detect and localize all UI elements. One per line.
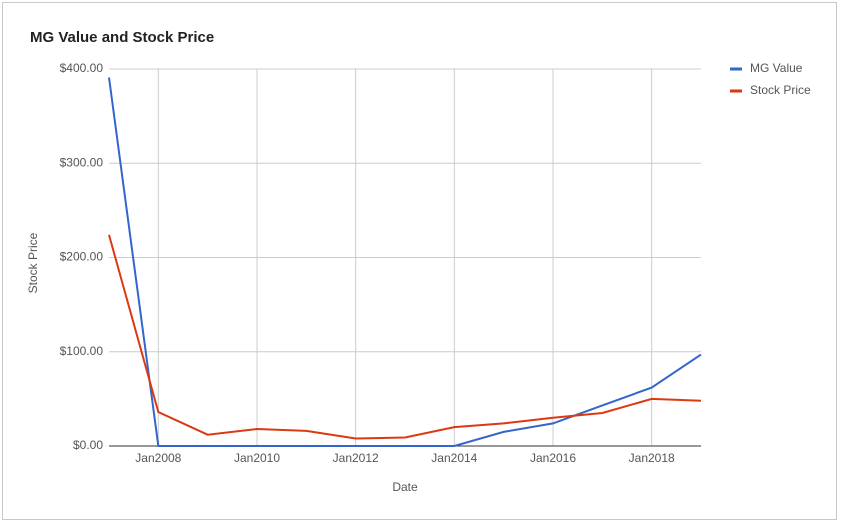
y-tick-label: $300.00 xyxy=(60,155,104,169)
x-tick-label: Jan2008 xyxy=(135,451,181,465)
y-tick-label: $100.00 xyxy=(60,344,104,358)
x-tick-label: Jan2010 xyxy=(234,451,280,465)
line-series xyxy=(108,234,702,440)
x-tick-label: Jan2018 xyxy=(629,451,675,465)
y-tick-label: $200.00 xyxy=(60,250,104,264)
x-tick-label: Jan2016 xyxy=(530,451,576,465)
y-axis-label: Stock Price xyxy=(26,232,40,293)
x-tick-label: Jan2014 xyxy=(431,451,477,465)
line-series xyxy=(108,77,702,447)
legend-label: MG Value xyxy=(750,61,803,75)
y-tick-label: $0.00 xyxy=(73,438,103,452)
y-tick-label: $400.00 xyxy=(60,61,104,75)
x-tick-label: Jan2012 xyxy=(333,451,379,465)
x-axis-label: Date xyxy=(392,480,418,494)
legend-label: Stock Price xyxy=(750,83,811,97)
chart-frame xyxy=(2,2,837,520)
chart-title: MG Value and Stock Price xyxy=(30,29,214,46)
